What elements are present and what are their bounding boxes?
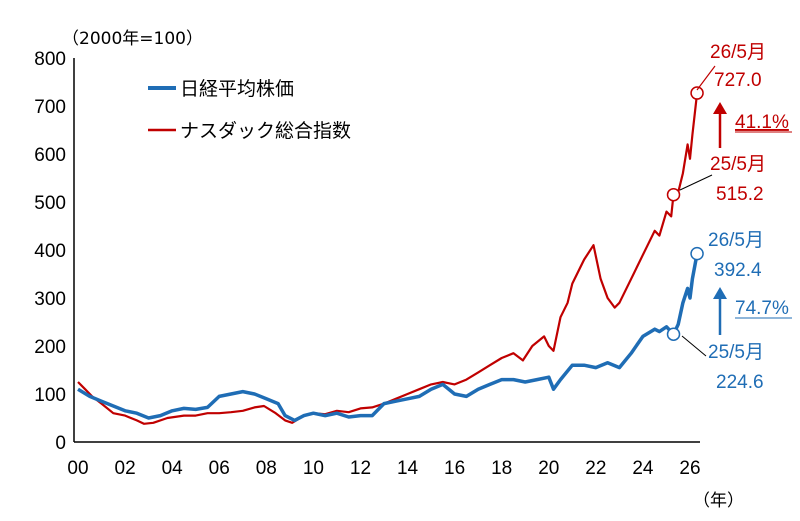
nasdaq-start-value: 515.2 (716, 184, 764, 205)
y-tick-label: 100 (34, 385, 66, 406)
x-tick-label: 16 (444, 458, 465, 479)
x-tick-label: 26 (679, 458, 700, 479)
nikkei-change-pct: 74.7% (735, 298, 789, 319)
nasdaq-start-leader (679, 174, 713, 191)
x-tick-label: 08 (256, 458, 277, 479)
x-tick-label: 00 (67, 458, 88, 479)
nikkei-start-date: 25/5月 (708, 342, 764, 363)
x-tick-label: 24 (632, 458, 654, 479)
y-tick-label: 600 (34, 145, 66, 166)
x-unit-label: （年） (693, 491, 744, 511)
y-tick-label: 400 (34, 241, 66, 262)
nikkei-start-marker (666, 327, 681, 341)
nikkei-change-arrowhead (713, 287, 727, 299)
series-lines (77, 86, 704, 425)
y-ticks: 0 100 200 300 400 500 600 700 800 (34, 49, 66, 454)
y-tick-label: 300 (34, 289, 66, 310)
x-tick-label: 06 (209, 458, 230, 479)
nikkei-start-leader (681, 335, 707, 357)
nasdaq-start-date: 25/5月 (710, 154, 766, 175)
nasdaq-end-leader (696, 65, 716, 91)
nasdaq-start-marker (666, 187, 681, 202)
nikkei-end-value: 392.4 (714, 260, 762, 281)
nasdaq-end-value: 727.0 (714, 70, 762, 91)
y-tick-label: 0 (55, 433, 66, 454)
x-ticks: 00 02 04 06 08 10 12 14 16 18 20 22 24 26 (67, 458, 700, 479)
y-tick-label: 700 (34, 97, 66, 118)
legend-label-nasdaq: ナスダック総合指数 (180, 120, 351, 142)
nikkei-start-value: 224.6 (716, 372, 764, 393)
x-tick-label: 12 (350, 458, 371, 479)
nasdaq-end-marker (690, 86, 704, 100)
nikkei-end-date: 26/5月 (708, 230, 764, 251)
legend-label-nikkei: 日経平均株価 (180, 78, 294, 100)
series-line-nasdaq (77, 92, 699, 425)
x-tick-label: 18 (491, 458, 512, 479)
x-tick-label: 04 (162, 458, 184, 479)
y-tick-label: 200 (34, 337, 66, 358)
nasdaq-change-arrowhead (713, 102, 727, 114)
nasdaq-change-pct: 41.1% (735, 112, 789, 133)
annotations: 26/5月 727.0 41.1% 25/5月 515.2 26/5月 392.… (679, 42, 792, 393)
series-line-nikkei (77, 253, 699, 423)
x-tick-label: 22 (585, 458, 606, 479)
legend: 日経平均株価 ナスダック総合指数 (148, 78, 351, 142)
y-unit-label: （2000年=100） (62, 29, 203, 49)
x-tick-label: 02 (115, 458, 136, 479)
x-tick-label: 10 (303, 458, 324, 479)
nasdaq-end-date: 26/5月 (710, 42, 766, 63)
x-tick-label: 14 (397, 458, 419, 479)
nikkei-end-marker (690, 246, 704, 261)
y-tick-label: 800 (34, 49, 66, 70)
x-tick-label: 20 (538, 458, 559, 479)
y-tick-label: 500 (34, 193, 66, 214)
